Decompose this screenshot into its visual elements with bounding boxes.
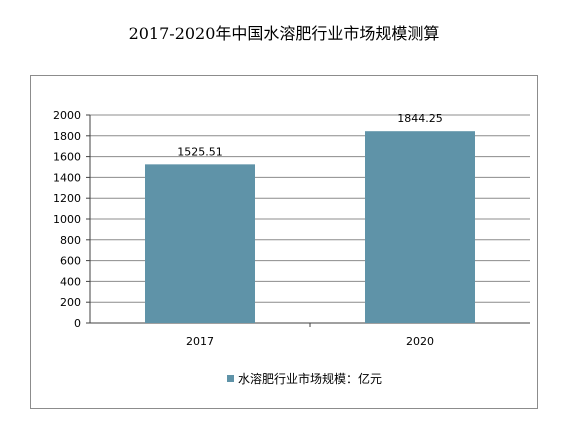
y-tick-label: 1200 (53, 192, 81, 205)
x-tick-label: 2020 (406, 335, 434, 348)
y-tick-label: 1400 (53, 171, 81, 184)
y-tick-label: 1600 (53, 151, 81, 164)
y-tick-label: 400 (60, 275, 81, 288)
y-tick-label: 1000 (53, 213, 81, 226)
y-tick-label: 1800 (53, 130, 81, 143)
data-label: 1525.51 (177, 145, 223, 158)
x-axis-ticks: 2017 2020 (186, 335, 434, 348)
x-tick-label: 2017 (186, 335, 214, 348)
y-tick-label: 2000 (53, 109, 81, 122)
data-labels: 1525.51 1844.25 (177, 112, 443, 158)
chart-frame (30, 75, 538, 409)
bar-2017 (145, 164, 255, 323)
y-tick-label: 200 (60, 296, 81, 309)
bar-2020 (365, 131, 475, 323)
chart-title: 2017-2020年中国水溶肥行业市场规模测算 (128, 24, 440, 43)
legend-label: 水溶肥行业市场规模：亿元 (238, 371, 382, 386)
y-tick-label: 0 (74, 317, 81, 330)
y-axis-ticks: 0 200 400 600 800 1000 1200 1400 1600 1800 2000 (53, 109, 81, 330)
data-label: 1844.25 (397, 112, 443, 125)
y-tick-label: 600 (60, 255, 81, 268)
y-tick-label: 800 (60, 234, 81, 247)
bars (145, 131, 475, 323)
legend-swatch (227, 375, 234, 382)
legend: 水溶肥行业市场规模：亿元 (227, 371, 382, 386)
